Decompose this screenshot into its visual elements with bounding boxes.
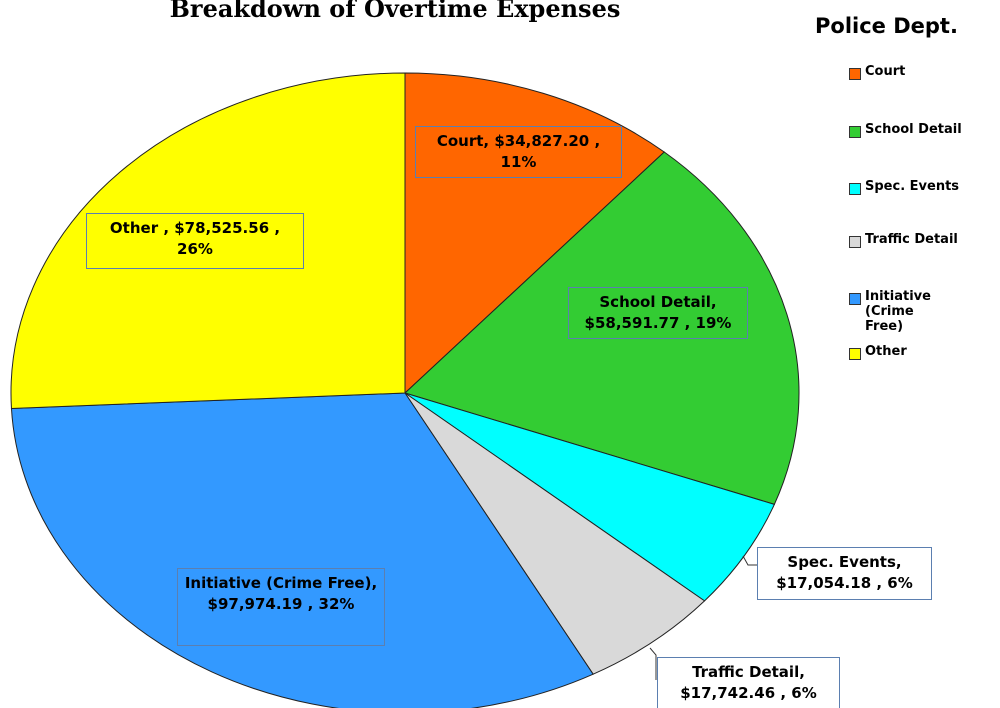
legend-item: Spec. Events (849, 179, 994, 195)
pie-slice (10, 72, 406, 409)
leader-line (742, 555, 757, 566)
data-label: Spec. Events, $17,054.18 , 6% (757, 547, 932, 600)
legend-swatch (849, 236, 861, 248)
legend-item: School Detail (849, 122, 994, 138)
legend-item: Court (849, 64, 994, 80)
legend-swatch (849, 68, 861, 80)
pie-slice (10, 392, 594, 708)
legend-item: Other (849, 344, 994, 360)
legend-label: Initiative (Crime Free) (865, 289, 931, 334)
leader-line (649, 647, 657, 680)
legend-swatch (849, 348, 861, 360)
legend-swatch (849, 183, 861, 195)
legend-label: School Detail (865, 122, 962, 137)
pie-slice (404, 392, 706, 675)
legend-title: Police Dept. (815, 14, 958, 38)
pie-slice (404, 392, 776, 602)
legend-label: Spec. Events (865, 179, 960, 194)
legend-swatch (849, 293, 861, 305)
pie-slice (404, 151, 800, 505)
chart-title: Breakdown of Overtime Expenses (169, 0, 621, 23)
data-label: School Detail, $58,591.77 , 19% (568, 287, 748, 339)
legend-swatch (849, 126, 861, 138)
data-label: Court, $34,827.20 , 11% (415, 126, 622, 178)
legend-item: Initiative (Crime Free) (849, 289, 994, 334)
data-label: Initiative (Crime Free), $97,974.19 , 32… (177, 568, 385, 646)
legend-label: Court (865, 64, 906, 79)
legend-label: Other (865, 344, 907, 359)
data-label: Traffic Detail, $17,742.46 , 6% (657, 657, 840, 708)
legend-item: Traffic Detail (849, 232, 994, 248)
data-label: Other , $78,525.56 , 26% (86, 213, 304, 269)
legend-label: Traffic Detail (865, 232, 958, 247)
pie-slice (404, 72, 666, 395)
